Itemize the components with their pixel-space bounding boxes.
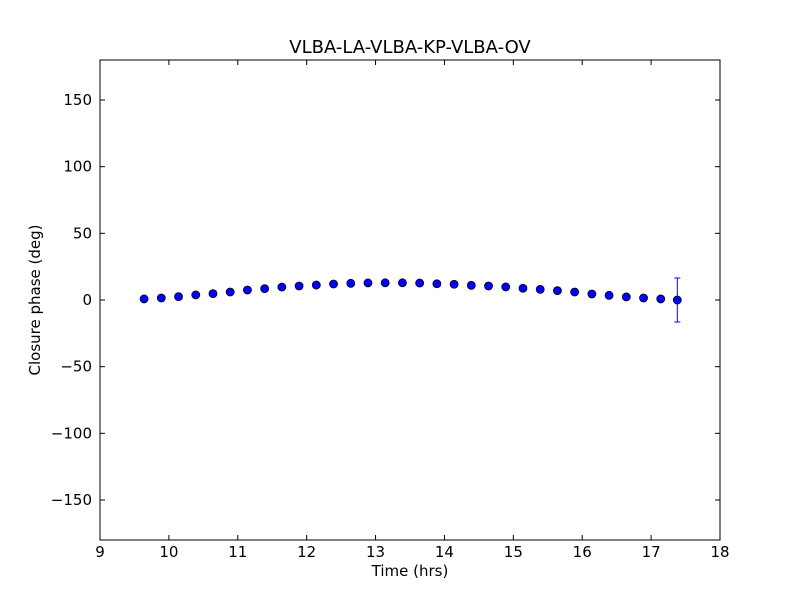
y-tick-label-3: 0 bbox=[82, 291, 92, 309]
data-point-6 bbox=[243, 285, 252, 295]
x-tick-label-3: 12 bbox=[297, 543, 316, 561]
data-point-26 bbox=[587, 289, 597, 299]
data-point-28 bbox=[621, 292, 631, 302]
data-point-20 bbox=[484, 281, 493, 291]
x-tick-label-2: 11 bbox=[228, 543, 247, 561]
y-tick-label-5: −100 bbox=[51, 424, 92, 442]
data-point-9 bbox=[294, 281, 304, 291]
x-tick-label-8: 17 bbox=[642, 543, 661, 561]
x-tick-label-1: 10 bbox=[159, 543, 178, 561]
y-tick-label-6: −150 bbox=[51, 491, 92, 509]
x-tick-label-5: 14 bbox=[435, 543, 454, 561]
data-point-25 bbox=[570, 287, 580, 297]
data-point-5 bbox=[225, 287, 235, 297]
data-point-12 bbox=[346, 278, 356, 288]
data-point-21 bbox=[501, 282, 511, 292]
data-point-11 bbox=[329, 279, 338, 289]
plot-frame bbox=[99, 59, 721, 541]
data-point-17 bbox=[432, 279, 442, 289]
plot-area bbox=[100, 60, 720, 540]
data-point-22 bbox=[518, 283, 528, 293]
data-point-18 bbox=[449, 279, 459, 289]
data-point-30 bbox=[656, 294, 666, 304]
tick-labels: 9 10 11 12 13 14 15 16 17 18 150 100 50 0 −50 −100 −150 bbox=[51, 91, 730, 561]
data-point-4 bbox=[208, 289, 218, 299]
chart-title: VLBA-LA-VLBA-KP-VLBA-OV bbox=[289, 37, 531, 58]
y-tick-label-1: 100 bbox=[63, 158, 92, 176]
data-point-1 bbox=[156, 293, 166, 303]
data-point-2 bbox=[174, 292, 183, 302]
data-point-15 bbox=[398, 278, 407, 288]
data-point-29 bbox=[639, 293, 648, 303]
x-tick-label-7: 16 bbox=[573, 543, 592, 561]
data-point-3 bbox=[191, 290, 201, 300]
data-point-13 bbox=[363, 278, 373, 288]
y-tick-label-0: 150 bbox=[63, 91, 92, 109]
data-point-8 bbox=[277, 282, 287, 292]
x-tick-label-6: 15 bbox=[504, 543, 523, 561]
data-point-16 bbox=[415, 278, 425, 288]
data-point-0 bbox=[139, 294, 149, 304]
data-points bbox=[139, 278, 682, 305]
data-point-31 bbox=[672, 295, 682, 305]
y-tick-label-4: −50 bbox=[60, 358, 92, 376]
x-axis-label: Time (hrs) bbox=[371, 562, 449, 580]
data-point-19 bbox=[466, 280, 476, 290]
data-point-14 bbox=[380, 278, 390, 288]
data-point-10 bbox=[311, 280, 321, 290]
x-tick-label-4: 13 bbox=[366, 543, 385, 561]
data-point-7 bbox=[260, 284, 270, 294]
y-axis-label: Closure phase (deg) bbox=[26, 225, 44, 376]
x-tick-label-9: 18 bbox=[710, 543, 729, 561]
data-point-23 bbox=[535, 284, 545, 294]
data-point-24 bbox=[553, 286, 562, 296]
data-point-27 bbox=[604, 290, 614, 300]
x-tick-label-0: 9 bbox=[95, 543, 105, 561]
y-tick-label-2: 50 bbox=[73, 224, 92, 242]
